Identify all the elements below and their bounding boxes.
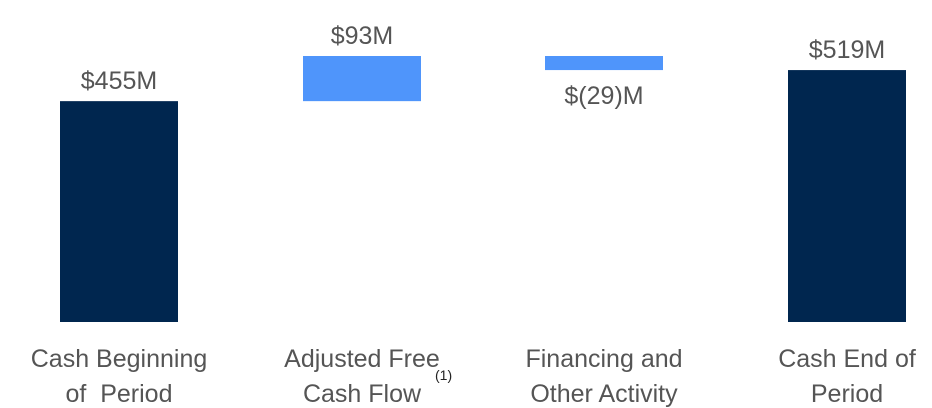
- value-label: $455M: [81, 67, 157, 95]
- value-label: $93M: [331, 22, 394, 50]
- x-tick-label: Other Activity: [530, 380, 678, 408]
- x-tick-label: Cash End of: [778, 345, 916, 373]
- x-tick-label: Adjusted Free: [284, 345, 440, 373]
- x-tick-label: Financing and: [525, 345, 682, 373]
- x-tick-label: of Period: [65, 380, 172, 408]
- value-label: $519M: [809, 36, 885, 64]
- footnote-marker: (1): [435, 367, 452, 383]
- bar: [60, 101, 178, 322]
- bar: [545, 56, 663, 71]
- value-label: $(29)M: [564, 82, 643, 110]
- x-tick-label: Period: [811, 380, 883, 408]
- bar: [788, 70, 906, 322]
- x-tick-label: Cash Flow: [303, 380, 422, 408]
- bar: [303, 56, 421, 102]
- x-tick-label: Cash Beginning: [31, 345, 208, 373]
